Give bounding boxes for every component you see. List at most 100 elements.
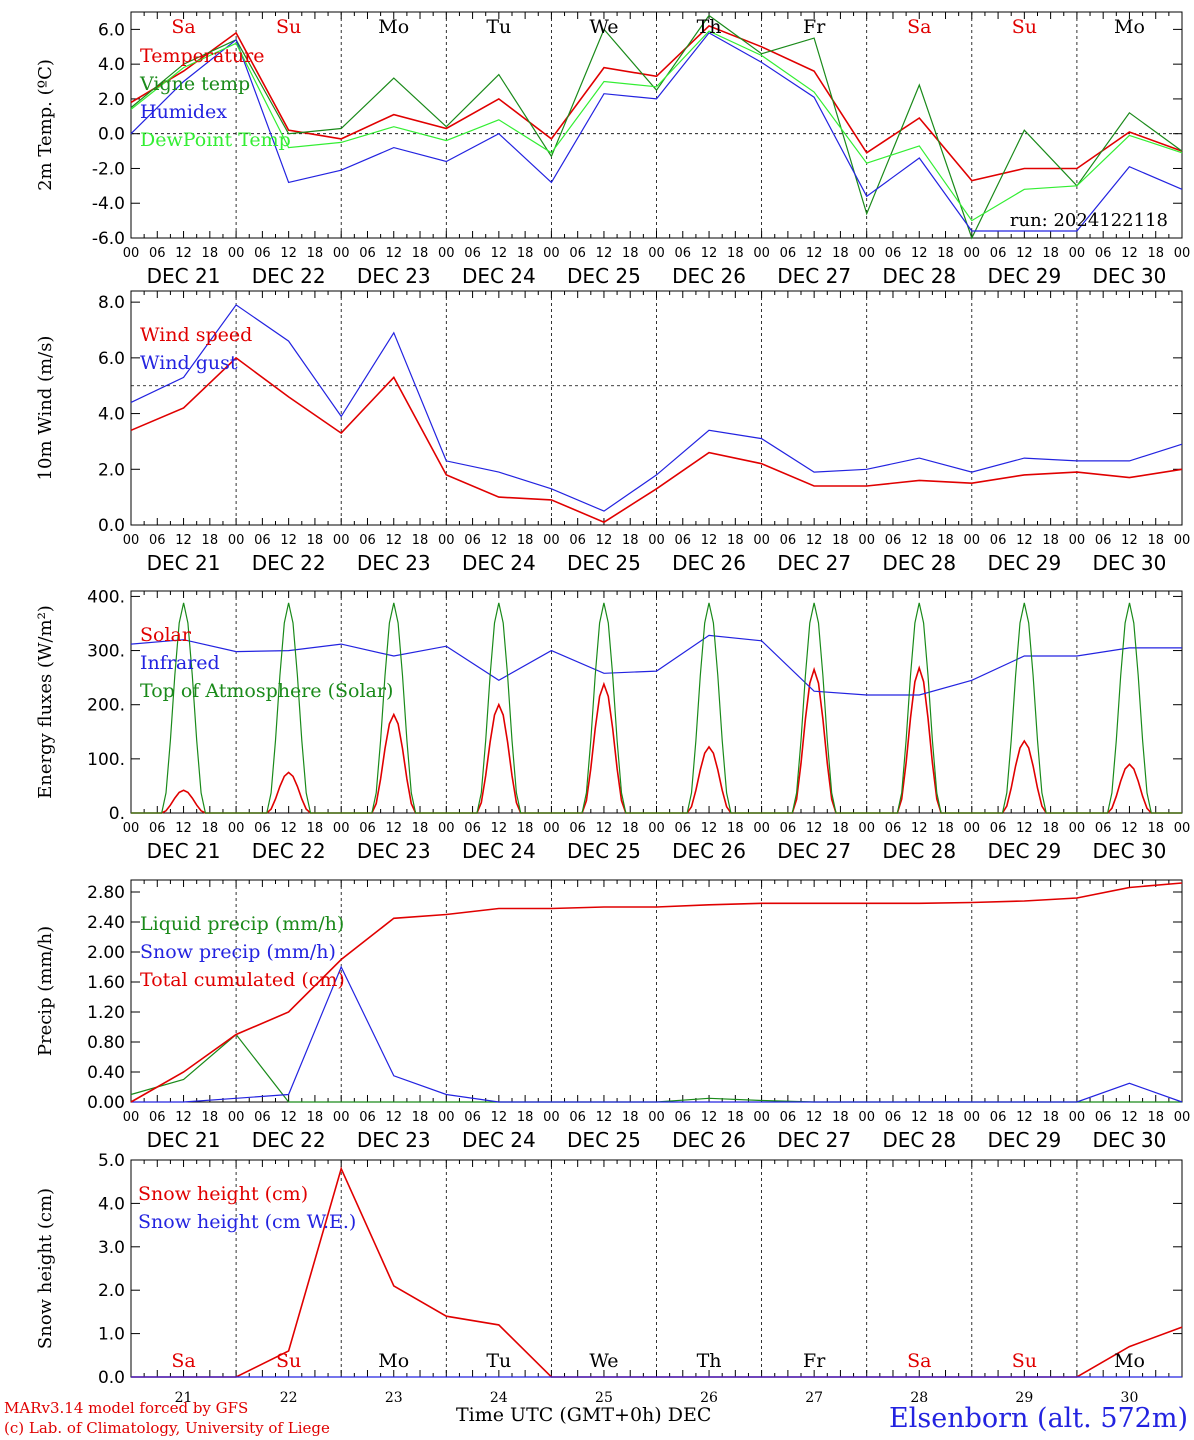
y-tick-label: 6.0 (98, 20, 125, 40)
hour-tick-label: 00 (1069, 246, 1086, 261)
hour-tick-label: 00 (753, 821, 770, 836)
hour-tick-label: 00 (228, 821, 245, 836)
hour-tick-label: 00 (228, 1110, 245, 1125)
hour-tick-label: 12 (175, 821, 192, 836)
hour-tick-label: 00 (858, 1110, 875, 1125)
hour-tick-label: 06 (885, 246, 902, 261)
date-label: DEC 21 (147, 551, 221, 575)
hour-tick-label: 12 (491, 1110, 508, 1125)
date-label: DEC 27 (777, 264, 851, 288)
hour-tick-label: 00 (123, 1110, 140, 1125)
hour-tick-label: 18 (517, 246, 534, 261)
y-tick-label: 300. (87, 642, 125, 662)
weekday-label: Sa (171, 1350, 195, 1372)
hour-tick-label: 12 (385, 533, 402, 548)
hour-tick-label: 18 (937, 821, 954, 836)
hour-tick-label: 12 (385, 246, 402, 261)
y-tick-label: 0.0 (98, 516, 125, 536)
model-credit: MARv3.14 model forced by GFS (4, 1399, 249, 1417)
date-label: DEC 25 (567, 264, 641, 288)
hour-tick-label: 00 (753, 1110, 770, 1125)
hour-tick-label: 00 (333, 821, 350, 836)
legend-entry: Infrared (140, 652, 220, 674)
hour-tick-label: 06 (780, 533, 797, 548)
date-label: DEC 21 (147, 1128, 221, 1152)
hour-tick-label: 06 (254, 821, 271, 836)
hour-tick-label: 06 (990, 533, 1007, 548)
weekday-label: Su (276, 1350, 301, 1372)
hour-tick-label: 00 (333, 246, 350, 261)
legend-entry: Temperature (140, 45, 264, 67)
hour-tick-label: 12 (701, 821, 718, 836)
date-label: DEC 23 (357, 551, 431, 575)
series-line-top-of-atmosphere-solar- (131, 602, 1182, 814)
hour-tick-label: 12 (1121, 246, 1138, 261)
hour-tick-label: 00 (858, 246, 875, 261)
hour-tick-label: 12 (806, 1110, 823, 1125)
y-tick-label: 5.0 (98, 1151, 125, 1171)
hour-tick-label: 12 (1016, 246, 1033, 261)
y-axis-label: 2m Temp. (ºC) (35, 59, 56, 191)
day-number-label: 22 (280, 1390, 298, 1406)
hour-tick-label: 18 (1042, 533, 1059, 548)
hour-tick-label: 18 (1042, 821, 1059, 836)
hour-tick-label: 18 (727, 246, 744, 261)
hour-tick-label: 06 (464, 1110, 481, 1125)
hour-tick-label: 00 (333, 533, 350, 548)
hour-tick-label: 12 (701, 533, 718, 548)
hour-tick-label: 00 (753, 246, 770, 261)
date-label: DEC 24 (462, 551, 536, 575)
hour-tick-label: 00 (964, 246, 981, 261)
hour-tick-label: 18 (307, 533, 324, 548)
date-label: DEC 22 (252, 1128, 326, 1152)
hour-tick-label: 00 (123, 821, 140, 836)
date-label: DEC 30 (1093, 264, 1167, 288)
date-label: DEC 22 (252, 264, 326, 288)
hour-tick-label: 06 (464, 533, 481, 548)
run-label: run: 2024122118 (1010, 210, 1168, 231)
hour-tick-label: 12 (1016, 533, 1033, 548)
hour-tick-label: 18 (307, 821, 324, 836)
weekday-label: Tu (486, 16, 511, 38)
y-tick-label: 8.0 (98, 293, 125, 313)
date-label: DEC 29 (987, 551, 1061, 575)
hour-tick-label: 00 (333, 1110, 350, 1125)
hour-tick-label: 06 (675, 821, 692, 836)
hour-tick-label: 06 (569, 1110, 586, 1125)
hour-tick-label: 00 (1174, 1110, 1191, 1125)
legend-entry: Humidex (140, 101, 227, 123)
weekday-label: Sa (171, 16, 195, 38)
hour-tick-label: 00 (438, 246, 455, 261)
hour-tick-label: 12 (1016, 821, 1033, 836)
hour-tick-label: 18 (727, 821, 744, 836)
y-axis-label: 10m Wind (m/s) (35, 336, 56, 481)
hour-tick-label: 12 (806, 533, 823, 548)
legend-entry: Solar (140, 624, 192, 646)
hour-tick-label: 00 (228, 246, 245, 261)
hour-tick-label: 00 (543, 821, 560, 836)
hour-tick-label: 12 (1121, 1110, 1138, 1125)
hour-tick-label: 06 (149, 246, 166, 261)
hour-tick-label: 00 (1069, 821, 1086, 836)
hour-tick-label: 18 (202, 246, 219, 261)
hour-tick-label: 18 (727, 1110, 744, 1125)
hour-tick-label: 12 (911, 821, 928, 836)
hour-tick-label: 18 (1147, 1110, 1164, 1125)
hour-tick-label: 00 (648, 246, 665, 261)
date-label: DEC 29 (987, 839, 1061, 863)
day-number-label: 25 (595, 1390, 613, 1406)
date-label: DEC 22 (252, 551, 326, 575)
y-tick-label: 400. (87, 587, 125, 607)
y-tick-label: 2.80 (87, 883, 125, 903)
hour-tick-label: 12 (806, 246, 823, 261)
hour-tick-label: 06 (149, 533, 166, 548)
date-label: DEC 30 (1093, 1128, 1167, 1152)
hour-tick-label: 18 (832, 821, 849, 836)
day-number-label: 30 (1121, 1390, 1139, 1406)
panel-1: -6.0 -4.0 -2.0 0.0 2.0 4.0 6.0 2m Temp. (ºC) Tem… (35, 11, 1190, 288)
weekday-label: Mo (378, 1350, 409, 1372)
hour-tick-label: 00 (858, 533, 875, 548)
hour-tick-label: 00 (964, 533, 981, 548)
date-label: DEC 24 (462, 1128, 536, 1152)
hour-tick-label: 00 (1069, 1110, 1086, 1125)
